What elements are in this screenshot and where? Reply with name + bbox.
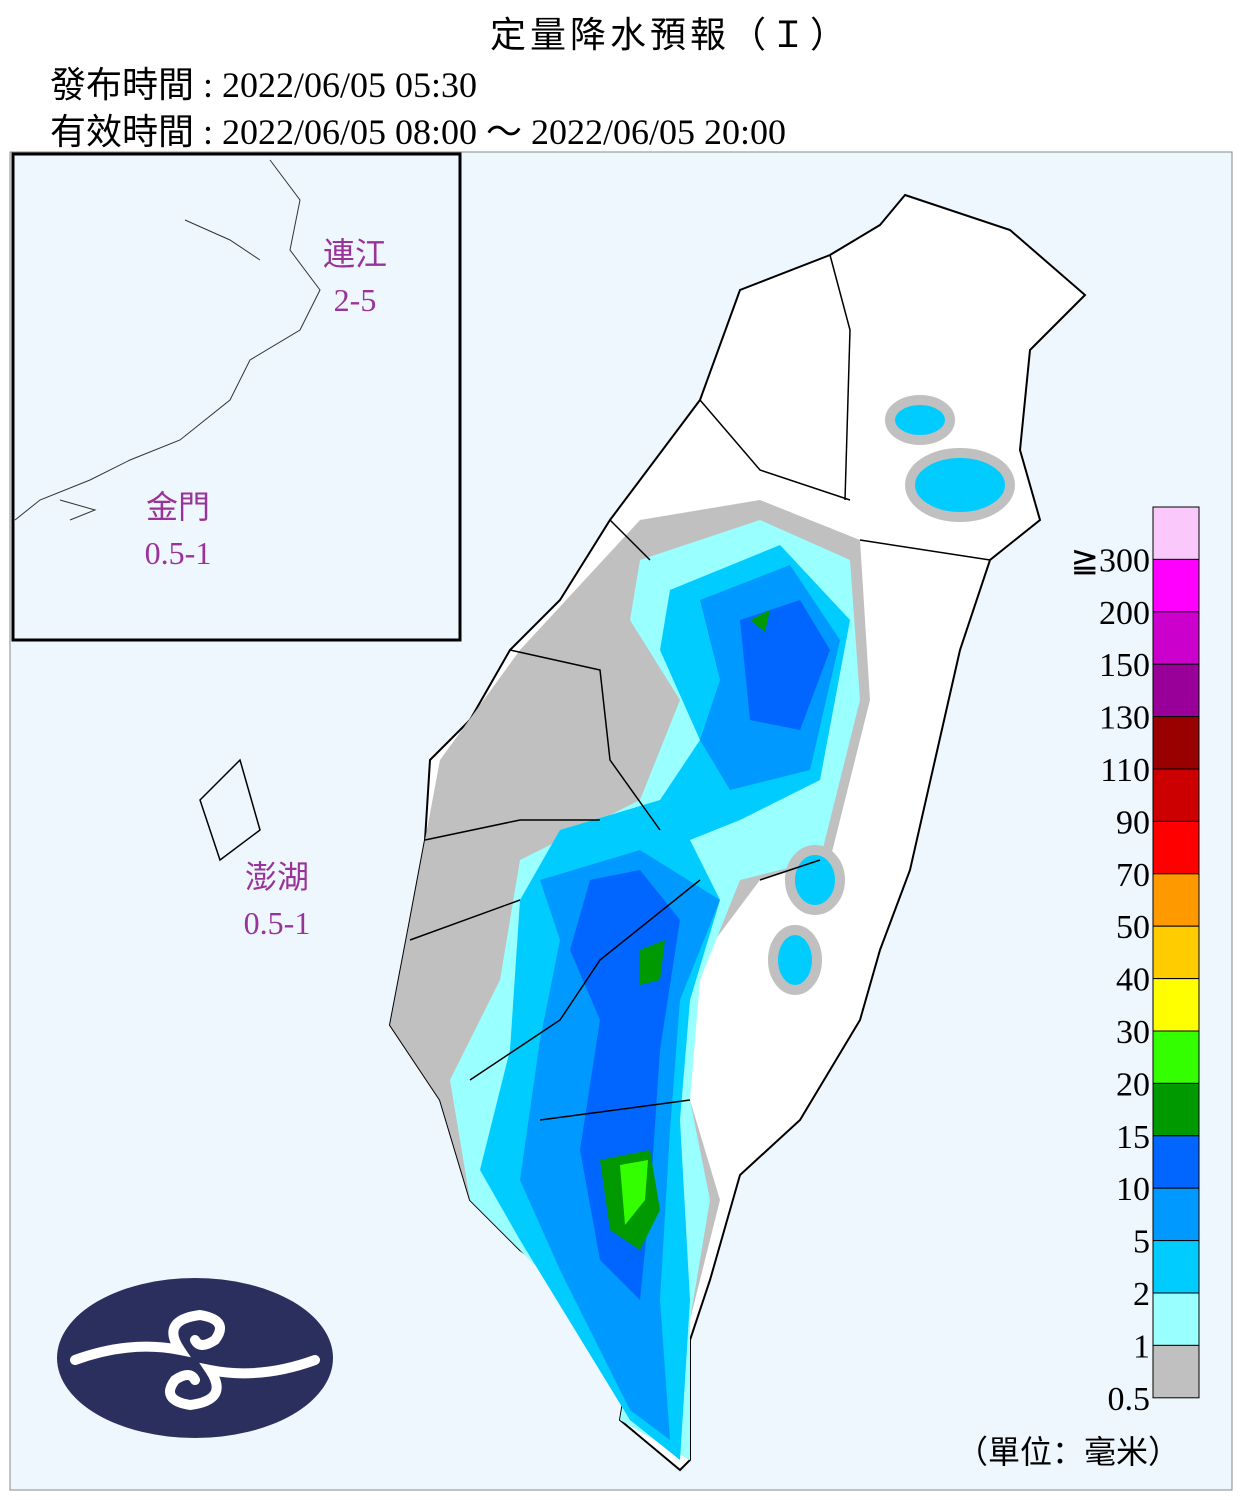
legend-label: 0.5 xyxy=(1108,1381,1151,1418)
legend-swatch xyxy=(1152,873,1200,927)
legend-swatch xyxy=(1152,506,1200,560)
inset-box xyxy=(11,152,462,642)
legend-swatch xyxy=(1152,1082,1200,1137)
legend-swatch xyxy=(1152,978,1200,1032)
title: 定量降水預報（Ｉ） xyxy=(489,15,850,55)
coastline xyxy=(14,159,321,521)
legend-label: 200 xyxy=(1099,595,1150,632)
legend-swatch xyxy=(1152,768,1200,822)
legend-swatch xyxy=(1152,925,1200,980)
legend: ≧300 200 150 130 110 90 70 50 40 30 20 15 10 5 2 1 0.5 （單… xyxy=(956,506,1200,1470)
legend-swatch xyxy=(1152,611,1200,665)
island-value: 0.5-1 xyxy=(145,535,212,571)
rain-area xyxy=(570,600,830,1300)
legend-label: 15 xyxy=(1116,1119,1150,1156)
legend-swatch xyxy=(1152,1344,1200,1399)
island-value: 0.5-1 xyxy=(244,905,311,941)
legend-swatch xyxy=(1152,663,1200,718)
county-border xyxy=(409,254,991,1121)
legend-label: 40 xyxy=(1116,962,1150,999)
island-name: 連江 xyxy=(323,236,387,272)
legend-swatch xyxy=(1152,820,1200,875)
legend-label: 130 xyxy=(1099,700,1150,737)
legend-label: 70 xyxy=(1116,857,1150,894)
issued-time: 發布時間 : 2022/06/05 05:30 xyxy=(50,65,478,105)
coastline xyxy=(59,219,261,521)
legend-swatch xyxy=(1152,716,1200,770)
legend-swatch xyxy=(1152,1135,1200,1189)
legend-label: 30 xyxy=(1116,1014,1150,1051)
island-name: 澎湖 xyxy=(245,859,309,895)
legend-label: 110 xyxy=(1100,752,1150,789)
valid-time: 有效時間 : 2022/06/05 08:00 ～ 2022/06/05 20:… xyxy=(50,112,787,152)
legend-label: 10 xyxy=(1116,1171,1150,1208)
logo xyxy=(57,1278,333,1438)
rain-area xyxy=(620,1160,648,1225)
rain-area xyxy=(768,925,822,995)
island-value: 2-5 xyxy=(334,282,377,318)
rain-area xyxy=(905,448,1015,522)
logo-swirl xyxy=(70,1309,320,1411)
legend-label: 2 xyxy=(1133,1276,1150,1313)
legend-label: ≧300 xyxy=(1071,542,1151,579)
legend-label: 50 xyxy=(1116,909,1150,946)
legend-swatch xyxy=(1152,558,1200,613)
legend-label: 150 xyxy=(1099,647,1150,684)
rain-area xyxy=(600,610,770,1250)
rain-area xyxy=(785,845,845,915)
island-name: 金門 xyxy=(146,489,210,525)
legend-label: 90 xyxy=(1116,804,1150,841)
legend-swatch xyxy=(1152,1240,1200,1294)
rain-area xyxy=(885,395,955,445)
legend-swatch xyxy=(1152,1030,1200,1084)
unit-label: （單位：毫米） xyxy=(956,1434,1180,1470)
legend-swatch xyxy=(1152,1187,1200,1242)
legend-swatch xyxy=(1152,1292,1200,1346)
legend-label: 20 xyxy=(1116,1066,1150,1103)
penghu xyxy=(199,758,261,862)
legend-label: 1 xyxy=(1133,1328,1150,1365)
legend-label: 5 xyxy=(1133,1224,1150,1261)
